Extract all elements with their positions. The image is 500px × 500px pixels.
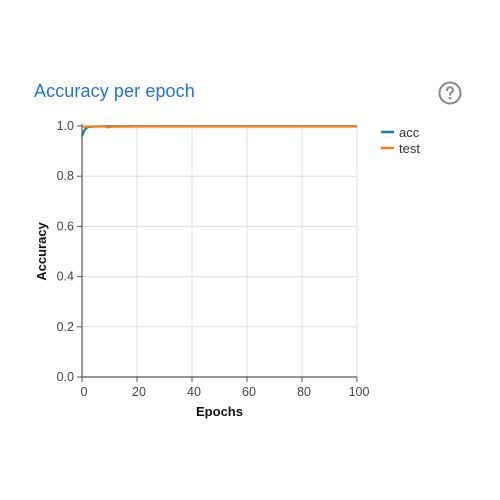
- x-tick-label: 80: [297, 385, 311, 399]
- x-tick-label: 40: [187, 385, 201, 399]
- y-tick-label: 0.0: [57, 370, 74, 384]
- y-tick-labels: 0.0 0.2 0.4 0.6 0.8 1.0: [57, 119, 82, 384]
- y-tick-label: 0.6: [57, 219, 74, 233]
- series-lines: [80, 125, 357, 137]
- axes: [81, 124, 357, 378]
- x-tick-label: 0: [81, 385, 88, 399]
- help-circle-icon[interactable]: [438, 81, 462, 105]
- x-tick-labels: 0 20 40 60 80 100: [81, 377, 370, 399]
- grid-lines: [81, 125, 358, 378]
- y-axis-label: Accuracy: [34, 221, 49, 280]
- y-tick-label: 0.2: [57, 320, 74, 334]
- x-tick-label: 60: [242, 385, 256, 399]
- legend-label-test: test: [399, 141, 420, 156]
- chart-title: Accuracy per epoch: [34, 81, 195, 101]
- x-tick-label: 100: [349, 385, 370, 399]
- y-tick-label: 0.8: [57, 169, 74, 183]
- y-tick-label: 0.4: [57, 270, 74, 284]
- series-line-test: [81, 125, 357, 129]
- y-tick-label: 1.0: [57, 119, 74, 133]
- x-axis-label: Epochs: [196, 404, 243, 419]
- legend-label-acc: acc: [399, 125, 420, 140]
- x-tick-label: 20: [132, 385, 146, 399]
